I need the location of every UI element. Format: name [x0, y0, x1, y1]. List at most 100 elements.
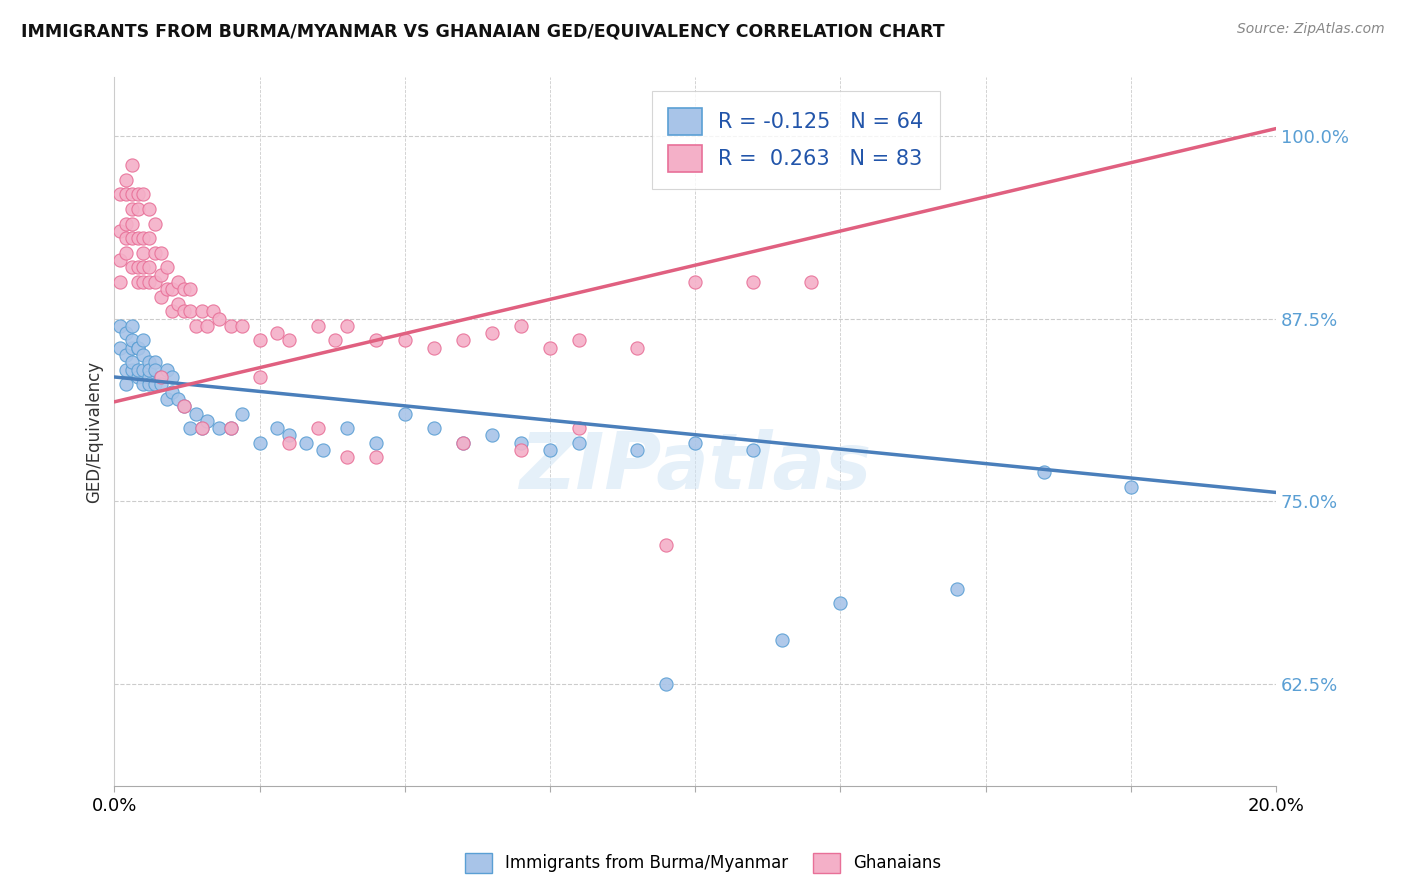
Point	[115, 245, 138, 260]
Point	[683, 435, 706, 450]
Point	[121, 341, 143, 355]
Point	[115, 172, 138, 186]
Point	[266, 421, 288, 435]
Point	[538, 443, 561, 458]
Point	[184, 407, 207, 421]
Point	[249, 370, 271, 384]
Point	[336, 318, 359, 333]
Point	[162, 370, 184, 384]
Point	[121, 355, 143, 369]
Point	[121, 217, 143, 231]
Point	[336, 450, 359, 465]
Point	[115, 348, 138, 362]
Point	[167, 275, 190, 289]
Point	[156, 392, 179, 406]
Point	[219, 421, 242, 435]
Point	[266, 326, 288, 340]
Point	[162, 282, 184, 296]
Point	[132, 260, 155, 275]
Point	[127, 341, 149, 355]
Point	[156, 362, 179, 376]
Point	[127, 231, 149, 245]
Point	[127, 202, 149, 216]
Point	[307, 318, 329, 333]
Point	[173, 399, 195, 413]
Point	[208, 311, 231, 326]
Point	[115, 377, 138, 392]
Point	[307, 421, 329, 435]
Point	[132, 275, 155, 289]
Point	[364, 334, 387, 348]
Point	[143, 275, 166, 289]
Point	[195, 318, 218, 333]
Point	[143, 217, 166, 231]
Point	[190, 304, 212, 318]
Point	[451, 334, 474, 348]
Point	[143, 362, 166, 376]
Point	[364, 435, 387, 450]
Point	[138, 275, 160, 289]
Point	[110, 318, 132, 333]
Point	[110, 253, 132, 268]
Point	[132, 334, 155, 348]
Point	[179, 421, 201, 435]
Point	[568, 435, 591, 450]
Point	[249, 334, 271, 348]
Point	[626, 341, 648, 355]
Point	[655, 538, 678, 552]
Point	[115, 217, 138, 231]
Point	[568, 334, 591, 348]
Point	[184, 318, 207, 333]
Point	[423, 341, 446, 355]
Point	[277, 428, 299, 442]
Point	[1119, 480, 1142, 494]
Point	[394, 407, 416, 421]
Point	[510, 318, 533, 333]
Point	[127, 187, 149, 202]
Point	[115, 231, 138, 245]
Point	[770, 633, 793, 648]
Point	[481, 326, 503, 340]
Legend: Immigrants from Burma/Myanmar, Ghanaians: Immigrants from Burma/Myanmar, Ghanaians	[458, 847, 948, 880]
Point	[110, 187, 132, 202]
Point	[742, 443, 765, 458]
Point	[121, 187, 143, 202]
Point	[138, 202, 160, 216]
Point	[231, 407, 253, 421]
Point	[127, 260, 149, 275]
Point	[121, 231, 143, 245]
Point	[149, 245, 172, 260]
Point	[423, 421, 446, 435]
Point	[149, 377, 172, 392]
Point	[132, 348, 155, 362]
Point	[179, 282, 201, 296]
Point	[323, 334, 346, 348]
Point	[143, 355, 166, 369]
Point	[110, 275, 132, 289]
Point	[394, 334, 416, 348]
Point	[138, 231, 160, 245]
Point	[149, 290, 172, 304]
Point	[231, 318, 253, 333]
Point	[336, 421, 359, 435]
Point	[138, 355, 160, 369]
Point	[143, 377, 166, 392]
Point	[167, 392, 190, 406]
Text: Source: ZipAtlas.com: Source: ZipAtlas.com	[1237, 22, 1385, 37]
Point	[538, 341, 561, 355]
Point	[510, 443, 533, 458]
Point	[219, 421, 242, 435]
Point	[121, 202, 143, 216]
Point	[800, 275, 823, 289]
Point	[138, 362, 160, 376]
Point	[742, 275, 765, 289]
Point	[945, 582, 967, 596]
Point	[132, 187, 155, 202]
Point	[121, 362, 143, 376]
Point	[173, 399, 195, 413]
Point	[249, 435, 271, 450]
Point	[149, 370, 172, 384]
Point	[626, 443, 648, 458]
Point	[162, 304, 184, 318]
Point	[127, 275, 149, 289]
